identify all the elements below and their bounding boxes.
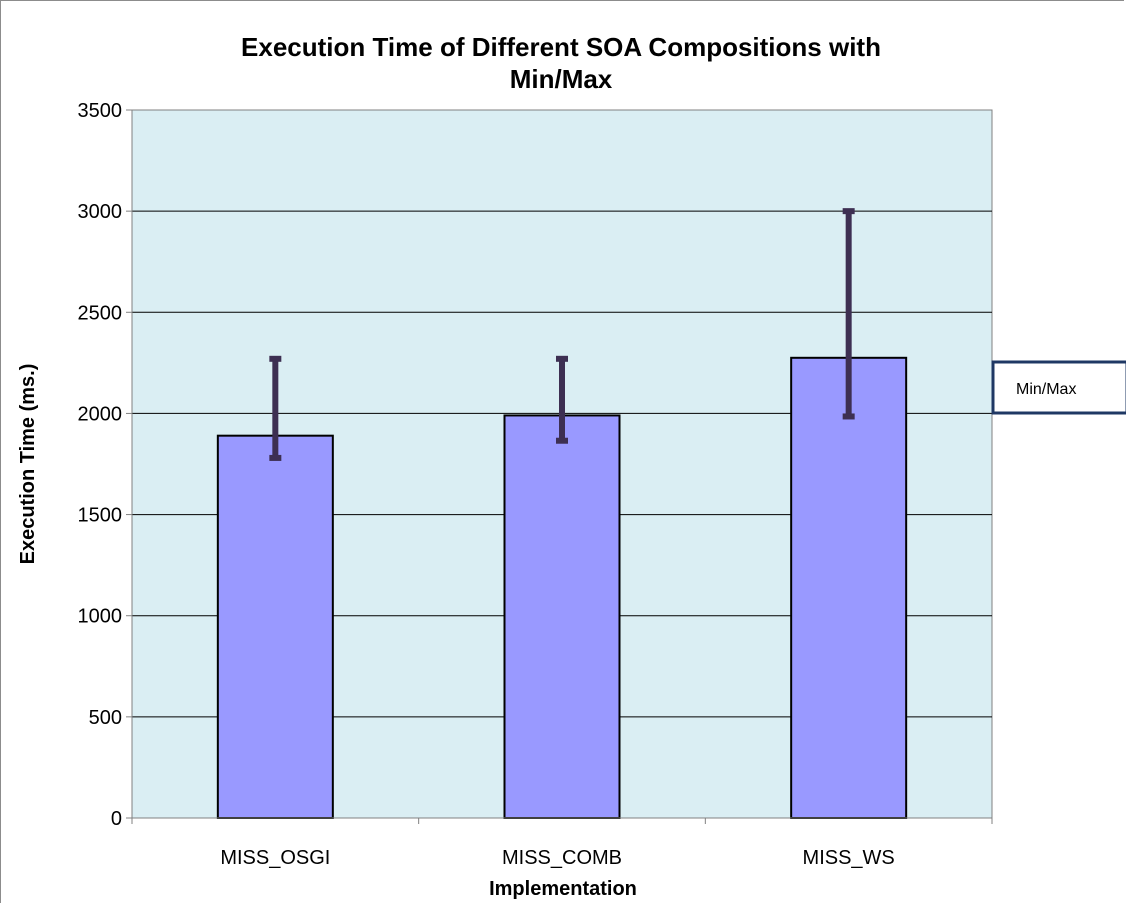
x-axis-title: Implementation	[489, 878, 637, 900]
legend: Min/Max	[991, 360, 1126, 415]
y-tick-labels: 0 500 1000 1500 2000 2500 3000 3500	[78, 100, 123, 830]
x-tick-label-miss-ws: MISS_WS	[803, 847, 895, 869]
y-tick-label-2000: 2000	[78, 403, 123, 425]
y-tick-label-500: 500	[89, 707, 122, 729]
error-bars	[269, 208, 855, 461]
y-axis-title: Execution Time (ms.)	[17, 364, 39, 565]
y-tick-label-2500: 2500	[78, 302, 123, 324]
x-tick-label-miss-osgi: MISS_OSGI	[220, 847, 330, 869]
y-tick-label-3500: 3500	[78, 100, 123, 122]
y-tick-label-1000: 1000	[78, 606, 123, 628]
bar-miss-ws	[790, 356, 908, 819]
bar-miss-osgi	[216, 434, 334, 819]
bar-miss-comb	[503, 414, 621, 819]
y-tick-label-1500: 1500	[78, 505, 123, 527]
legend-box	[991, 360, 1126, 415]
legend-label: Min/Max	[1016, 381, 1076, 398]
x-tick-label-miss-comb: MISS_COMB	[502, 847, 622, 869]
bars	[216, 356, 908, 819]
x-tick-labels: MISS_OSGI MISS_COMB MISS_WS	[220, 847, 894, 869]
axes	[126, 109, 993, 824]
y-tick-label-3000: 3000	[78, 201, 123, 223]
y-tick-label-0: 0	[111, 808, 122, 830]
chart-title-line2: Min/Max	[510, 64, 613, 94]
chart-title-line1: Execution Time of Different SOA Composit…	[241, 32, 881, 62]
